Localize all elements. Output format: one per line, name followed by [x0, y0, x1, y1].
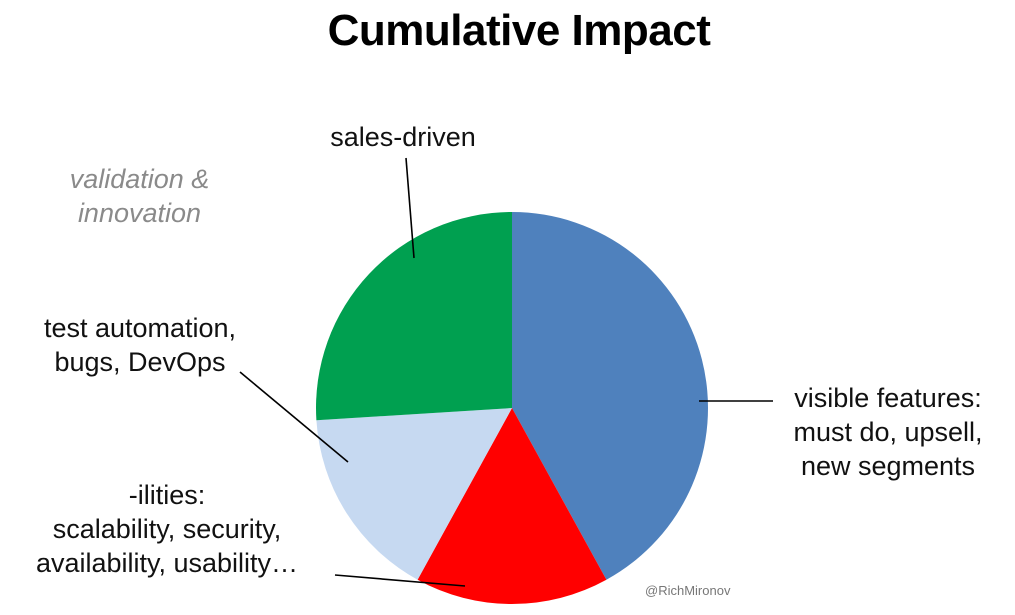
credit-handle: @RichMironov [645, 583, 731, 598]
slice-label-sales-driven: sales-driven [330, 122, 476, 152]
chart-title: Cumulative Impact [327, 6, 711, 55]
slice-label-visible-features: visible features: must do, upsell, new s… [793, 383, 983, 481]
pie-slice-0 [512, 211, 709, 580]
leader-line-3 [334, 574, 466, 587]
leader-line-1 [239, 371, 349, 463]
slice-label-test-automation: test automation, bugs, DevOps [43, 313, 237, 377]
leader-line-0 [405, 157, 415, 259]
slice-label-ilities: -ilities: scalability, security, availab… [35, 480, 299, 578]
pie-slice-2 [316, 408, 512, 580]
ghost-label-validation-innovation: validation & innovation [69, 164, 210, 228]
pie-slice-3 [316, 212, 512, 421]
pie-slice-1 [417, 408, 607, 605]
